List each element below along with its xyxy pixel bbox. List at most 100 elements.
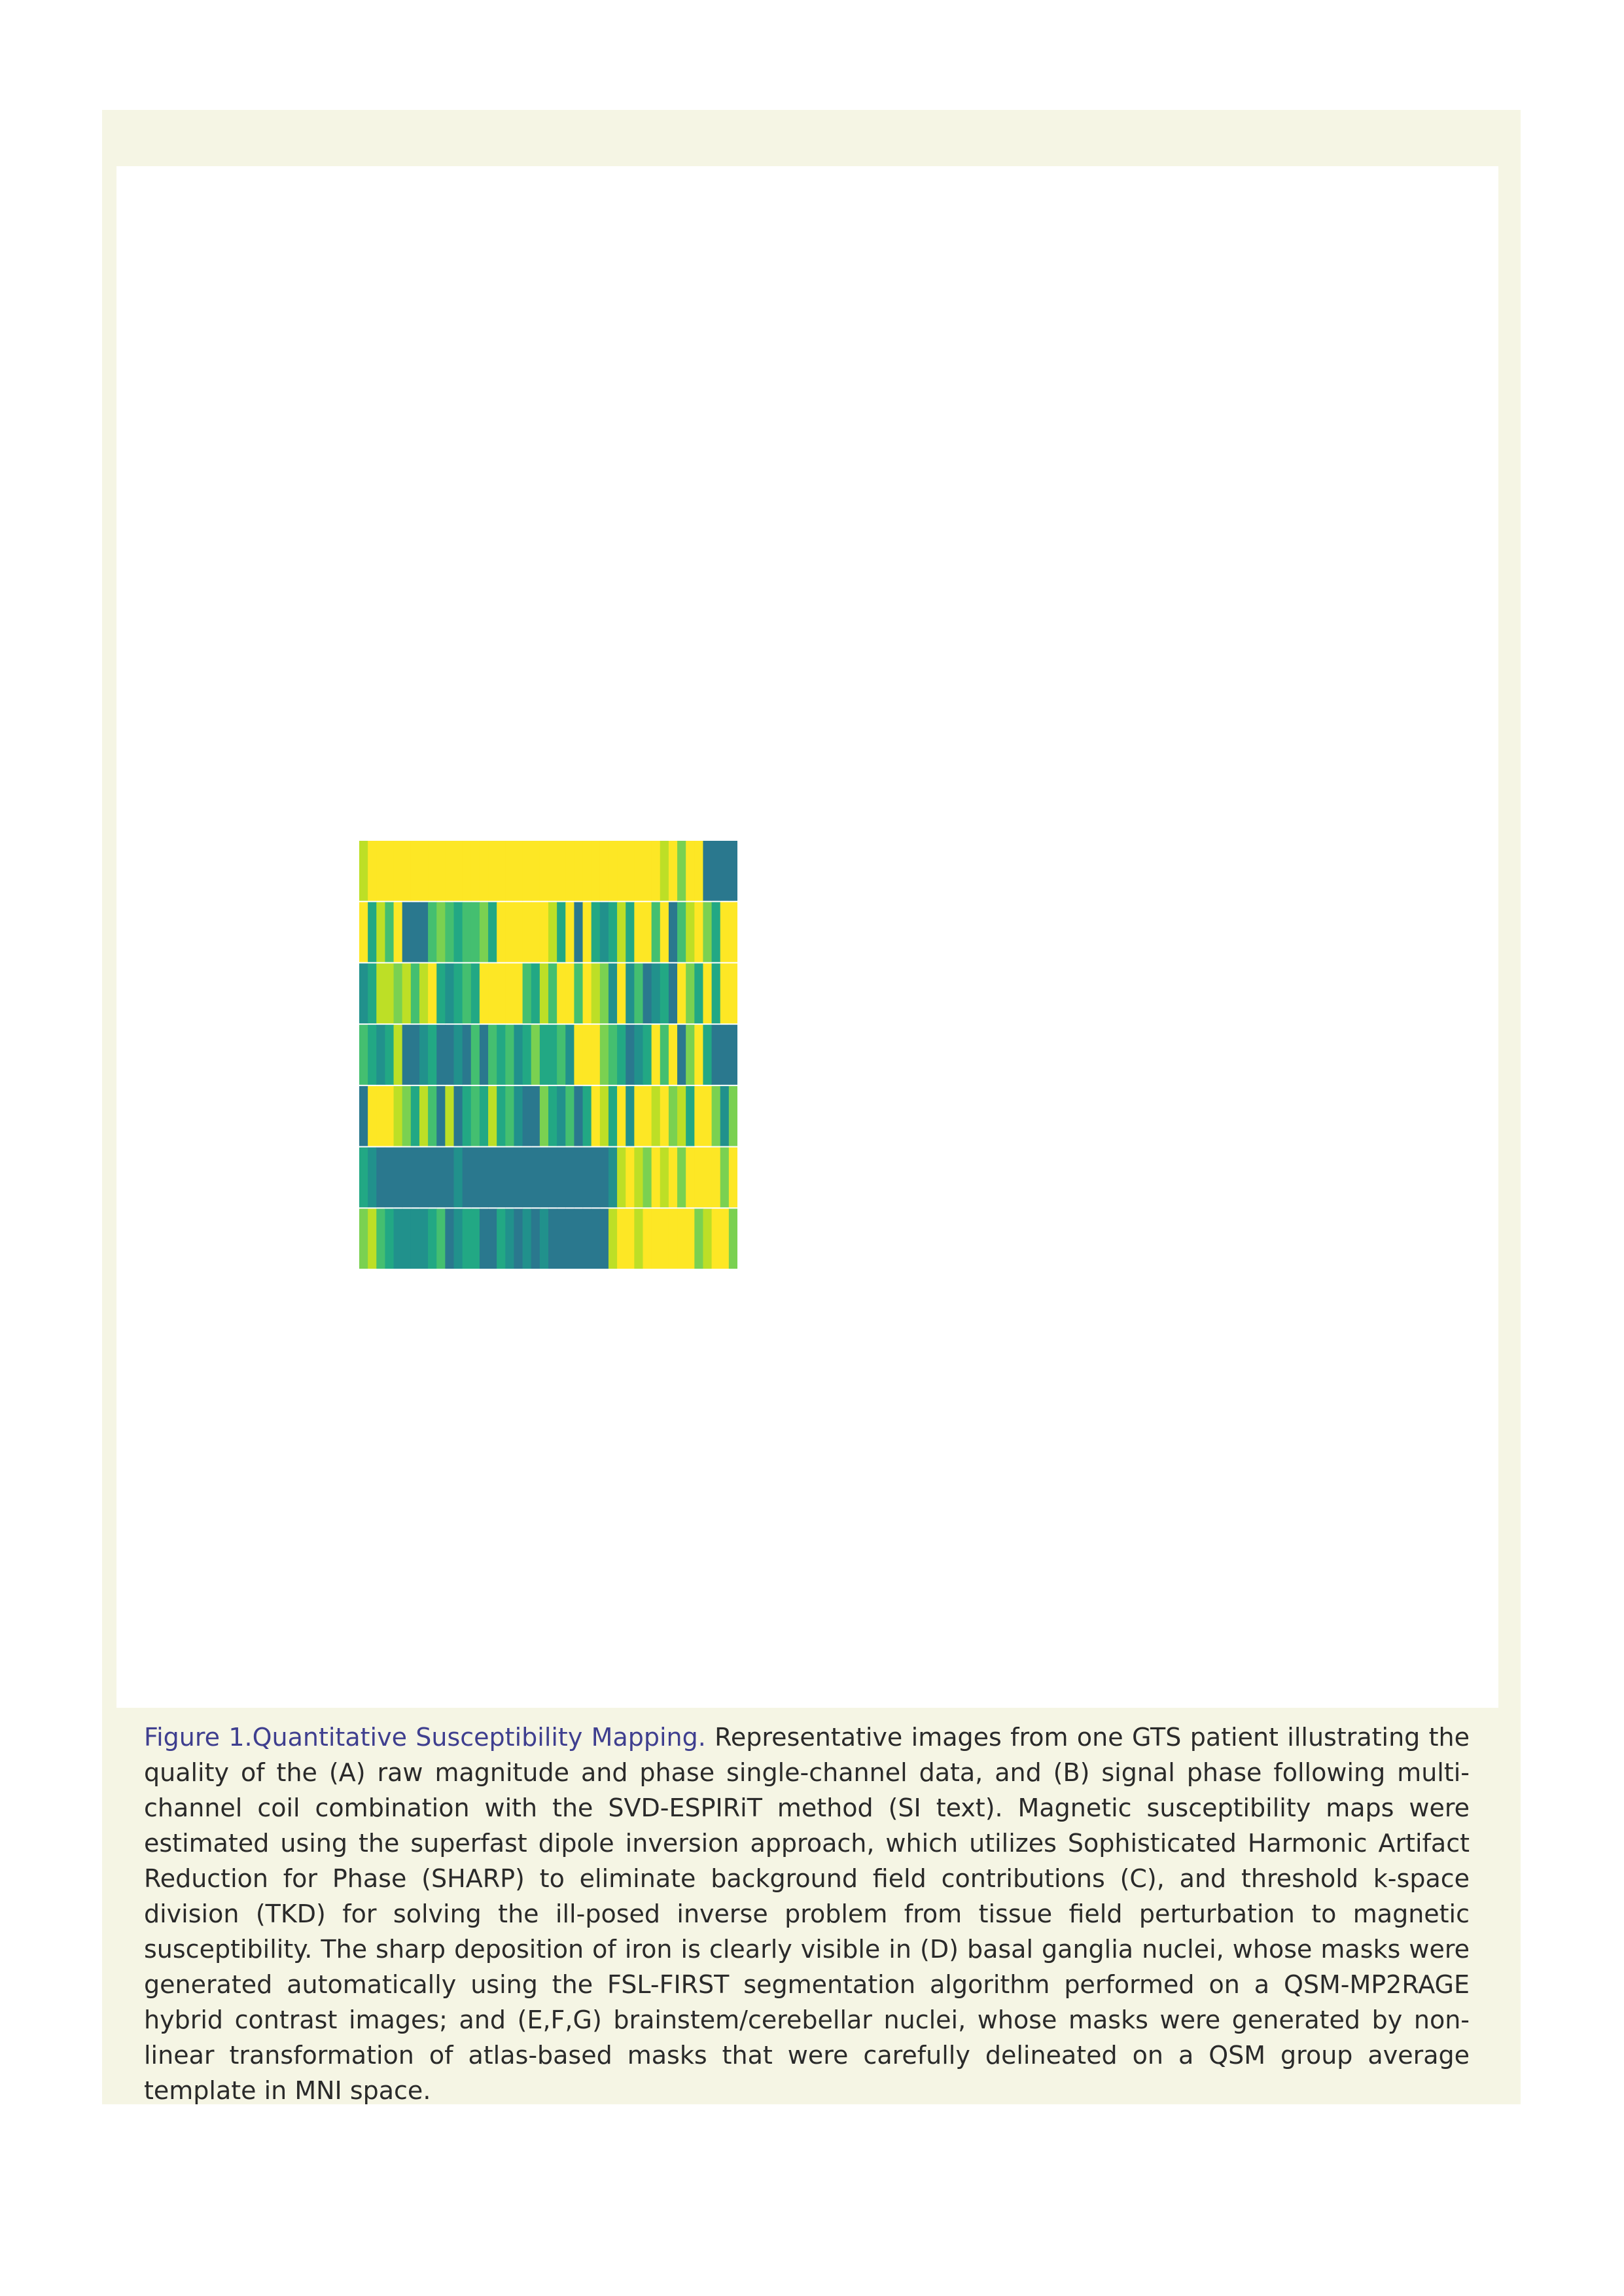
heatmap-cell xyxy=(436,841,446,901)
heatmap-cell xyxy=(591,1147,601,1208)
heatmap-cell xyxy=(591,963,601,1024)
heatmap-cell xyxy=(419,1147,429,1208)
heatmap-cell xyxy=(565,1025,575,1085)
heatmap-cell xyxy=(608,1209,618,1269)
heatmap-cell xyxy=(703,1025,713,1085)
heatmap-cell xyxy=(608,963,618,1024)
heatmap-cell xyxy=(711,841,721,901)
heatmap-cell xyxy=(470,902,480,963)
heatmap-cell xyxy=(626,963,635,1024)
heatmap-cell xyxy=(479,963,489,1024)
heatmap-cell xyxy=(436,1147,446,1208)
heatmap-cell xyxy=(393,902,403,963)
heatmap-cell xyxy=(505,1147,515,1208)
heatmap-cell xyxy=(728,1147,737,1208)
heatmap-cell xyxy=(488,1025,497,1085)
heatmap-cell xyxy=(643,1209,652,1269)
heatmap-cell xyxy=(539,963,549,1024)
heatmap-cell xyxy=(376,841,386,901)
heatmap-cell xyxy=(660,1147,669,1208)
heatmap-cell xyxy=(436,1209,446,1269)
heatmap-cell xyxy=(557,1209,566,1269)
heatmap-cell xyxy=(591,1209,601,1269)
heatmap-cell xyxy=(608,902,618,963)
heatmap-cell xyxy=(720,1086,730,1146)
heatmap-cell xyxy=(591,1086,601,1146)
heatmap-cell xyxy=(634,841,644,901)
heatmap-cell xyxy=(376,1147,386,1208)
heatmap-cell xyxy=(582,1025,592,1085)
heatmap-cell xyxy=(410,902,420,963)
heatmap-cell xyxy=(488,1147,497,1208)
heatmap-cell xyxy=(728,963,737,1024)
heatmap-cell xyxy=(660,963,669,1024)
heatmap-cell xyxy=(660,1086,669,1146)
heatmap-cell xyxy=(651,841,661,901)
heatmap-cell xyxy=(617,1025,626,1085)
heatmap-cell xyxy=(634,902,644,963)
heatmap-cell xyxy=(643,1147,652,1208)
heatmap-cell xyxy=(539,1209,549,1269)
heatmap-cell xyxy=(402,902,412,963)
heatmap-cell xyxy=(677,963,686,1024)
heatmap-cell xyxy=(462,1025,472,1085)
caption-text: Representative images from one GTS patie… xyxy=(144,1723,1470,2105)
heatmap-cell xyxy=(514,1147,523,1208)
heatmap-cell xyxy=(410,1147,420,1208)
heatmap-cell xyxy=(582,841,592,901)
heatmap-cell xyxy=(582,1209,592,1269)
heatmap-cell xyxy=(720,902,730,963)
heatmap-cell xyxy=(462,1086,472,1146)
heatmap-cell xyxy=(385,1209,395,1269)
heatmap-cell xyxy=(651,902,661,963)
heatmap-cell xyxy=(565,963,575,1024)
heatmap-cell xyxy=(574,1086,584,1146)
heatmap-cell xyxy=(505,1025,515,1085)
heatmap-cell xyxy=(599,1209,609,1269)
heatmap-cell xyxy=(720,841,730,901)
heatmap-cell xyxy=(617,963,626,1024)
heatmap-cell xyxy=(574,902,584,963)
heatmap-cell xyxy=(599,1086,609,1146)
heatmap-cell xyxy=(626,841,635,901)
heatmap-cell xyxy=(368,841,377,901)
heatmap-cell xyxy=(453,1025,463,1085)
heatmap-cell xyxy=(703,963,713,1024)
heatmap-cell xyxy=(522,1025,532,1085)
heatmap-cell xyxy=(385,902,395,963)
heatmap-cell xyxy=(497,1025,506,1085)
heatmap-cell xyxy=(453,1086,463,1146)
figure-caption: Figure 1.Quantitative Susceptibility Map… xyxy=(144,1720,1470,2108)
heatmap-cell xyxy=(385,963,395,1024)
heatmap-cell xyxy=(591,1025,601,1085)
heatmap-cell xyxy=(359,841,368,901)
heatmap-cell xyxy=(445,902,455,963)
heatmap-cell xyxy=(686,1025,695,1085)
heatmap-cell xyxy=(393,1086,403,1146)
heatmap-cell xyxy=(694,1209,704,1269)
heatmap-cell xyxy=(720,1147,730,1208)
heatmap-cell xyxy=(643,1086,652,1146)
heatmap-cell xyxy=(445,963,455,1024)
heatmap-cell xyxy=(393,1209,403,1269)
heatmap-cell xyxy=(574,963,584,1024)
heatmap-cell xyxy=(626,1025,635,1085)
heatmap-cell xyxy=(522,841,532,901)
heatmap-cell xyxy=(470,1025,480,1085)
heatmap-cell xyxy=(720,963,730,1024)
heatmap-cell xyxy=(470,963,480,1024)
heatmap-cell xyxy=(711,1209,721,1269)
heatmap-cell xyxy=(368,1209,377,1269)
heatmap-cell xyxy=(694,1086,704,1146)
heatmap-cell xyxy=(694,841,704,901)
heatmap-cell xyxy=(608,1086,618,1146)
heatmap-cell xyxy=(539,841,549,901)
heatmap-cell xyxy=(462,1209,472,1269)
heatmap-cell xyxy=(445,841,455,901)
heatmap-cell xyxy=(668,963,678,1024)
heatmap-cell xyxy=(514,841,523,901)
heatmap-cell xyxy=(479,1147,489,1208)
heatmap-cell xyxy=(668,1025,678,1085)
heatmap-cell xyxy=(728,1025,737,1085)
heatmap-cell xyxy=(410,841,420,901)
